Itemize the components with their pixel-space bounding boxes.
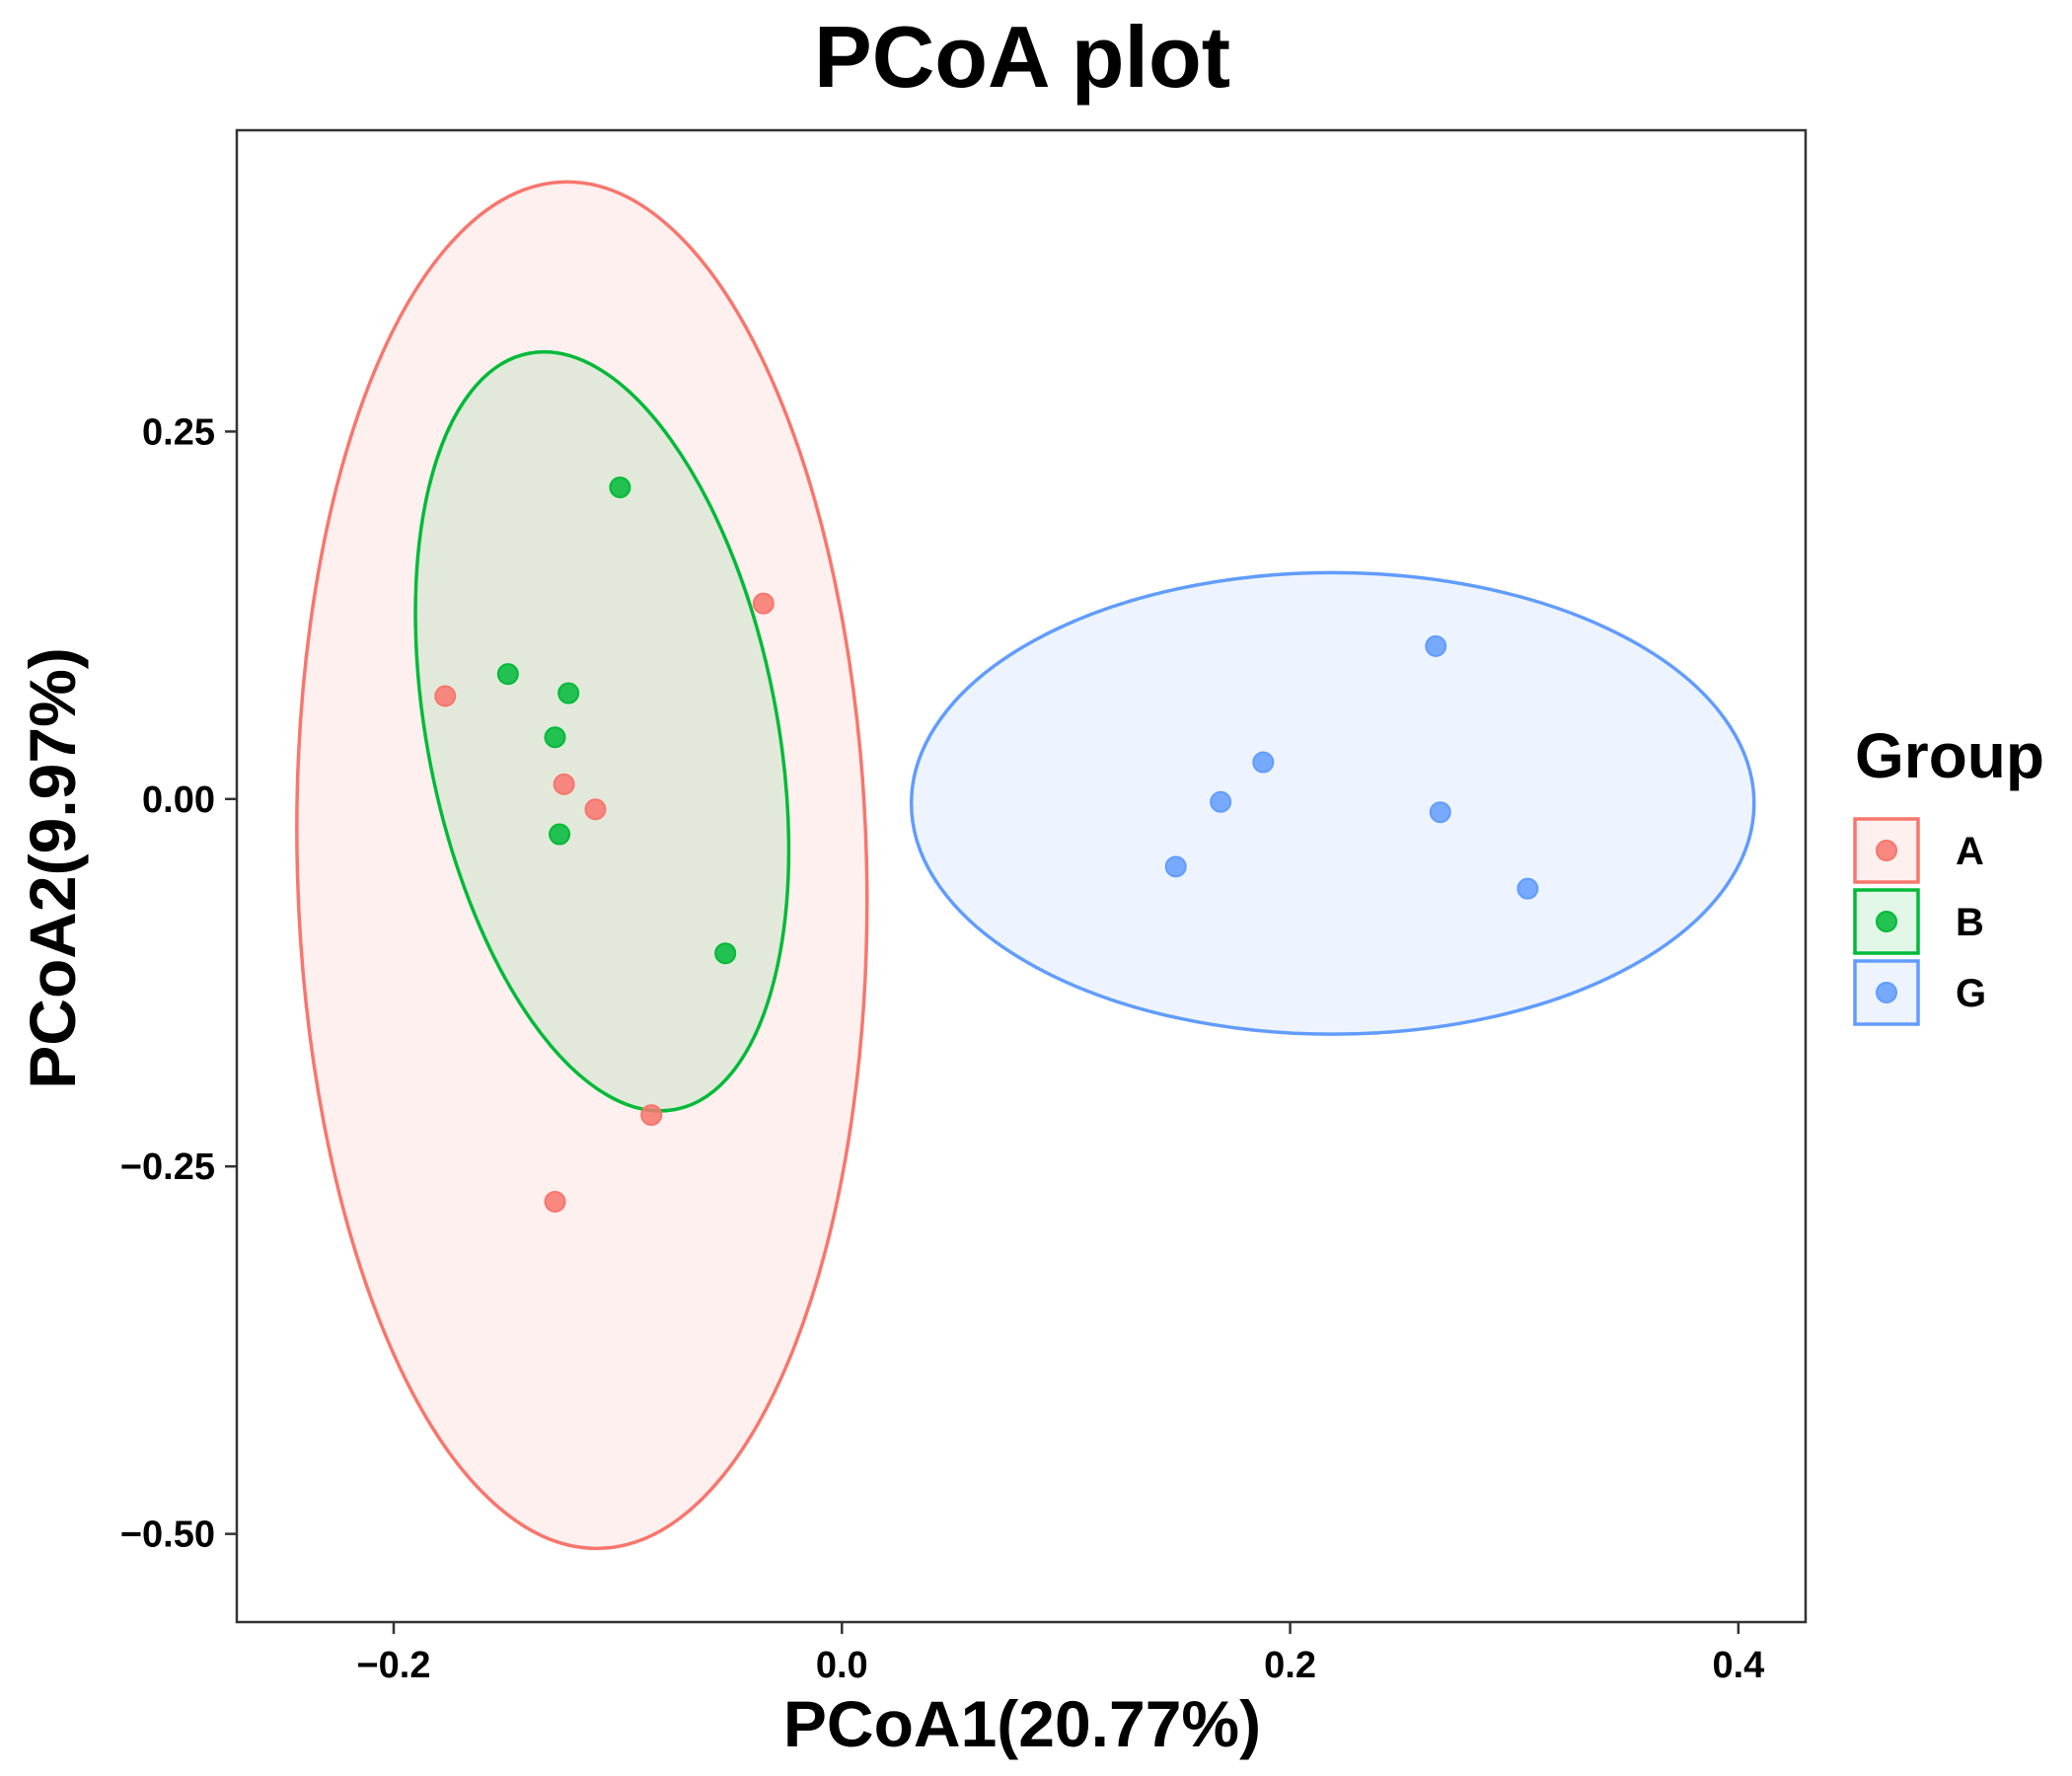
y-tick-label: 0.00 [142,779,215,821]
x-tick-label: 0.0 [816,1645,868,1686]
x-tick-label: 0.2 [1264,1645,1316,1686]
legend-label-b: B [1956,901,1984,944]
point-group-a [434,685,457,707]
legend-marker-a [1876,840,1897,861]
ellipse-group-g [909,570,1756,1036]
point-group-a [553,773,575,795]
point-group-b [496,663,519,686]
chart-title: PCoA plot [814,8,1230,106]
plot-panel-border [235,128,1808,1624]
y-axis-title: PCoA2(9.97%) [16,647,89,1088]
point-group-g [1210,790,1232,813]
point-group-b [549,823,571,846]
point-group-a [640,1104,663,1127]
legend: Group ABG [1853,720,2044,1026]
point-group-g [1517,877,1539,900]
x-tick-label: 0.4 [1712,1645,1764,1686]
legend-label-a: A [1956,830,1984,873]
point-group-g [1429,801,1451,824]
y-axis: −0.50 −0.25 0.00 0.25 [120,411,237,1556]
legend-marker-g [1876,982,1897,1003]
y-tick-label: −0.25 [120,1147,215,1188]
point-group-a [584,798,607,821]
legend-marker-b [1876,911,1897,932]
plot-area [295,180,1756,1551]
legend-label-g: G [1956,972,1986,1015]
x-axis-title: PCoA1(20.77%) [783,1687,1261,1760]
point-group-g [1252,751,1275,774]
y-tick-label: −0.50 [120,1515,215,1556]
point-group-a [544,1190,566,1213]
x-tick-label: −0.2 [356,1645,430,1686]
y-tick-label: 0.25 [142,411,215,453]
ellipse-group-a [295,180,869,1551]
point-group-b [714,942,737,965]
point-group-b [609,476,631,498]
point-group-b [557,682,580,704]
point-group-a [752,592,775,615]
point-group-g [1425,634,1447,657]
legend-title: Group [1855,720,2044,791]
point-group-g [1164,855,1187,878]
point-group-b [544,726,566,749]
x-axis: −0.2 0.0 0.2 0.4 [356,1622,1764,1686]
ellipse-group-b [413,349,791,1113]
